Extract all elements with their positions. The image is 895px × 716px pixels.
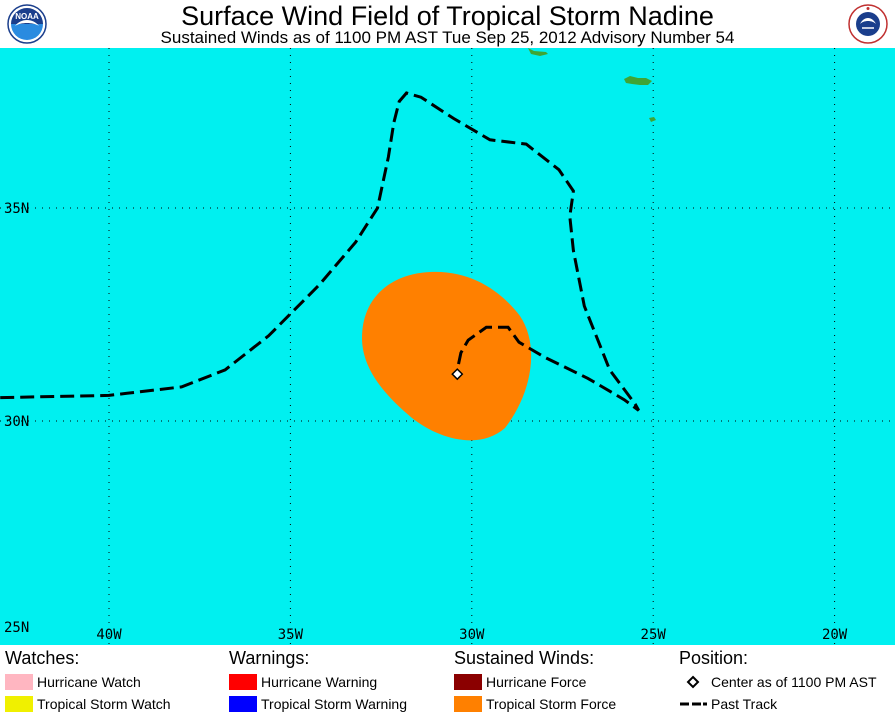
map-title: Surface Wind Field of Tropical Storm Nad… [181, 1, 714, 31]
tropical-storm-force-wind-field [362, 271, 532, 441]
legend-item-tropical-storm-watch: Tropical Storm Watch [5, 693, 171, 715]
legend-item-hurricane-watch: Hurricane Watch [5, 671, 171, 693]
nws-logo [848, 4, 888, 44]
lat-label: 35N [4, 201, 29, 217]
legend-item-hurricane-force: Hurricane Force [454, 671, 616, 693]
legend-watches: Watches: Hurricane Watch Tropical Storm … [5, 647, 171, 715]
hurricane-watch-label: Hurricane Watch [37, 674, 141, 690]
lon-label: 30W [459, 627, 485, 643]
legend-position-heading: Position: [679, 648, 749, 668]
tropical-storm-watch-swatch [5, 696, 33, 712]
noaa-logo: NOAA [7, 4, 47, 44]
lon-label: 35W [278, 627, 304, 643]
legend-warnings-heading: Warnings: [229, 648, 310, 668]
tropical-storm-warning-swatch [229, 696, 257, 712]
hurricane-force-swatch [454, 674, 482, 690]
lon-label: 20W [822, 627, 848, 643]
dashed-line-icon [680, 702, 707, 706]
latitude-labels: 35N 30N 25N [4, 201, 29, 636]
legend-sustained-winds-heading: Sustained Winds: [454, 648, 595, 668]
island-flores [528, 48, 548, 56]
azores-islands [528, 48, 656, 122]
storm-center-diamond-icon [451, 368, 464, 381]
tropical-storm-warning-label: Tropical Storm Warning [261, 696, 408, 712]
tropical-storm-force-swatch [454, 696, 482, 712]
past-track-label: Past Track [711, 696, 778, 712]
island-sao-miguel [624, 76, 652, 85]
diamond-icon [686, 675, 700, 689]
lat-lon-grid [0, 48, 895, 645]
legend-item-tropical-storm-warning: Tropical Storm Warning [229, 693, 407, 715]
legend-watches-heading: Watches: [5, 648, 80, 668]
legend-warnings: Warnings: Hurricane Warning Tropical Sto… [229, 647, 407, 715]
hurricane-warning-swatch [229, 674, 257, 690]
hurricane-watch-swatch [5, 674, 33, 690]
lon-label: 25W [641, 627, 667, 643]
legend-position: Position: Center as of 1100 PM AST Past … [679, 647, 877, 715]
hurricane-warning-label: Hurricane Warning [261, 674, 378, 690]
island-santa-maria [649, 117, 656, 122]
center-label: Center as of 1100 PM AST [711, 674, 877, 690]
legend-sustained-winds: Sustained Winds: Hurricane Force Tropica… [454, 647, 616, 715]
legend-item-past-track: Past Track [679, 693, 877, 715]
map: 35N 30N 25N 40W 35W 30W 25W 20W [0, 48, 895, 645]
tropical-storm-force-label: Tropical Storm Force [486, 696, 617, 712]
header: NOAA Surface Wind Field of Tropical Stor… [0, 0, 895, 48]
longitude-labels: 40W 35W 30W 25W 20W [96, 627, 847, 643]
svg-text:NOAA: NOAA [15, 12, 39, 21]
legend: Watches: Hurricane Watch Tropical Storm … [0, 645, 895, 716]
lat-label: 25N [4, 620, 29, 636]
tropical-storm-watch-label: Tropical Storm Watch [37, 696, 171, 712]
lat-label: 30N [4, 414, 29, 430]
map-subtitle: Sustained Winds as of 1100 PM AST Tue Se… [160, 28, 735, 47]
lon-label: 40W [96, 627, 122, 643]
legend-item-hurricane-warning: Hurricane Warning [229, 671, 407, 693]
hurricane-force-label: Hurricane Force [486, 674, 587, 690]
legend-item-tropical-storm-force: Tropical Storm Force [454, 693, 616, 715]
past-track-line [0, 91, 641, 412]
legend-item-center: Center as of 1100 PM AST [679, 671, 877, 693]
